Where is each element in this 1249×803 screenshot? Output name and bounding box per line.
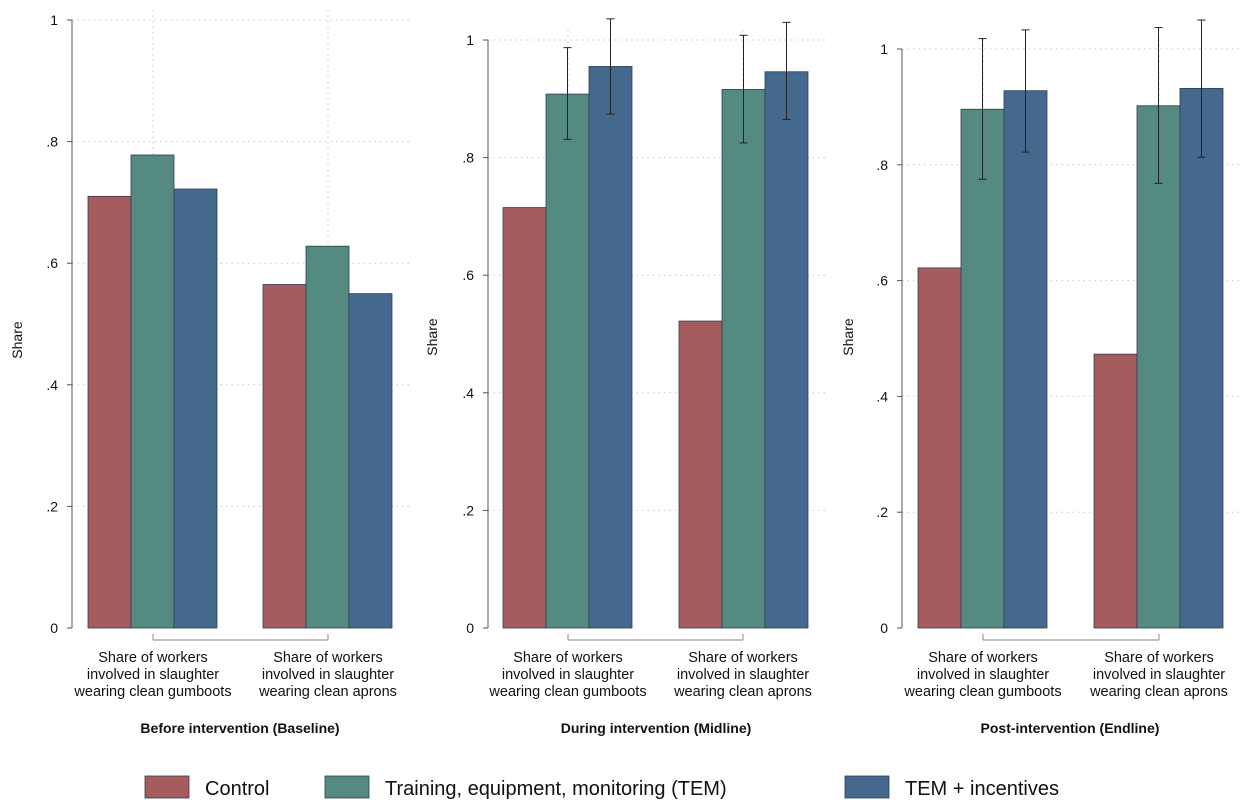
bar-tem-2 xyxy=(1136,105,1181,629)
bar-control-1 xyxy=(917,267,962,629)
y-tick-label-4: .8 xyxy=(46,134,58,150)
y-tick-label-1: .2 xyxy=(462,502,474,518)
y-tick-label-0: 0 xyxy=(880,620,888,636)
bar-tem-2 xyxy=(305,245,350,629)
y-tick-label-2: .4 xyxy=(876,388,888,404)
y-tick-label-3: .6 xyxy=(876,273,888,289)
category-label-line: wearing clean aprons xyxy=(258,684,397,700)
bar-control-1 xyxy=(502,207,547,629)
y-tick-label-3: .6 xyxy=(462,267,474,283)
legend-swatch-control xyxy=(144,775,190,799)
category-label-line: Share of workers xyxy=(1104,650,1214,666)
category-label-1: Share of workers involved in slaughter wea… xyxy=(903,650,1061,700)
category-label-line: wearing clean gumboots xyxy=(903,684,1061,700)
bar-tem-incentives-2 xyxy=(348,293,393,629)
legend: Control Training, equipment, monitoring … xyxy=(144,775,1059,800)
bar-tem-incentives-1 xyxy=(173,188,218,629)
bar-control-2 xyxy=(1093,353,1138,629)
category-label-2: Share of workers involved in slaughter wea… xyxy=(1089,650,1228,700)
bar-tem-incentives-1 xyxy=(588,66,633,629)
category-label-line: Share of workers xyxy=(98,650,208,666)
bar-control-2 xyxy=(262,284,307,629)
y-tick-label-3: .6 xyxy=(46,255,58,271)
category-label-line: involved in slaughter xyxy=(917,667,1049,683)
category-label-line: Share of workers xyxy=(928,650,1038,666)
category-label-line: involved in slaughter xyxy=(1093,667,1225,683)
y-tick-label-2: .4 xyxy=(46,377,58,393)
y-tick-label-0: 0 xyxy=(466,620,474,636)
category-label-line: involved in slaughter xyxy=(87,667,219,683)
category-label-line: Share of workers xyxy=(688,650,798,666)
y-tick-label-5: 1 xyxy=(466,32,474,48)
y-tick-label-5: 1 xyxy=(50,12,58,28)
panel-title: Post-intervention (Endline) xyxy=(981,720,1160,736)
category-label-line: wearing clean gumboots xyxy=(73,684,231,700)
legend-label-control: Control xyxy=(205,778,269,800)
bar-tem-incentives-1 xyxy=(1003,90,1048,629)
legend-label-tem-incentives: TEM + incentives xyxy=(905,778,1059,800)
category-label-line: involved in slaughter xyxy=(502,667,634,683)
category-label-2: Share of workers involved in slaughter wea… xyxy=(673,650,812,700)
category-label-line: Share of workers xyxy=(273,650,383,666)
y-axis-label: Share xyxy=(9,321,25,359)
y-tick-label-4: .8 xyxy=(876,157,888,173)
y-tick-label-1: .2 xyxy=(876,504,888,520)
bar-control-2 xyxy=(678,320,723,629)
y-axis-label: Share xyxy=(424,318,440,356)
category-label-2: Share of workers involved in slaughter wea… xyxy=(258,650,397,700)
y-tick-label-5: 1 xyxy=(880,41,888,57)
category-label-line: wearing clean aprons xyxy=(673,684,812,700)
y-tick-label-2: .4 xyxy=(462,385,474,401)
legend-label-tem: Training, equipment, monitoring (TEM) xyxy=(385,778,727,800)
legend-swatch-tem-incentives xyxy=(844,775,890,799)
bar-tem-2 xyxy=(721,88,766,629)
y-axis-label: Share xyxy=(840,318,856,356)
bar-tem-1 xyxy=(130,154,175,629)
category-label-line: involved in slaughter xyxy=(262,667,394,683)
y-tick-label-0: 0 xyxy=(50,620,58,636)
category-label-line: wearing clean aprons xyxy=(1089,684,1228,700)
bar-tem-1 xyxy=(545,93,590,629)
category-label-line: Share of workers xyxy=(513,650,623,666)
category-label-1: Share of workers involved in slaughter wea… xyxy=(488,650,646,700)
y-tick-label-4: .8 xyxy=(462,150,474,166)
bar-tem-1 xyxy=(960,108,1005,629)
panel-title: During intervention (Midline) xyxy=(561,720,752,736)
category-label-1: Share of workers involved in slaughter wea… xyxy=(73,650,231,700)
legend-swatch-tem xyxy=(324,775,370,799)
panel-title: Before intervention (Baseline) xyxy=(140,720,339,736)
category-label-line: involved in slaughter xyxy=(677,667,809,683)
y-tick-label-1: .2 xyxy=(46,498,58,514)
bar-tem-incentives-2 xyxy=(764,71,809,629)
bar-tem-incentives-2 xyxy=(1179,87,1224,629)
category-label-line: wearing clean gumboots xyxy=(488,684,646,700)
bar-control-1 xyxy=(87,195,132,629)
